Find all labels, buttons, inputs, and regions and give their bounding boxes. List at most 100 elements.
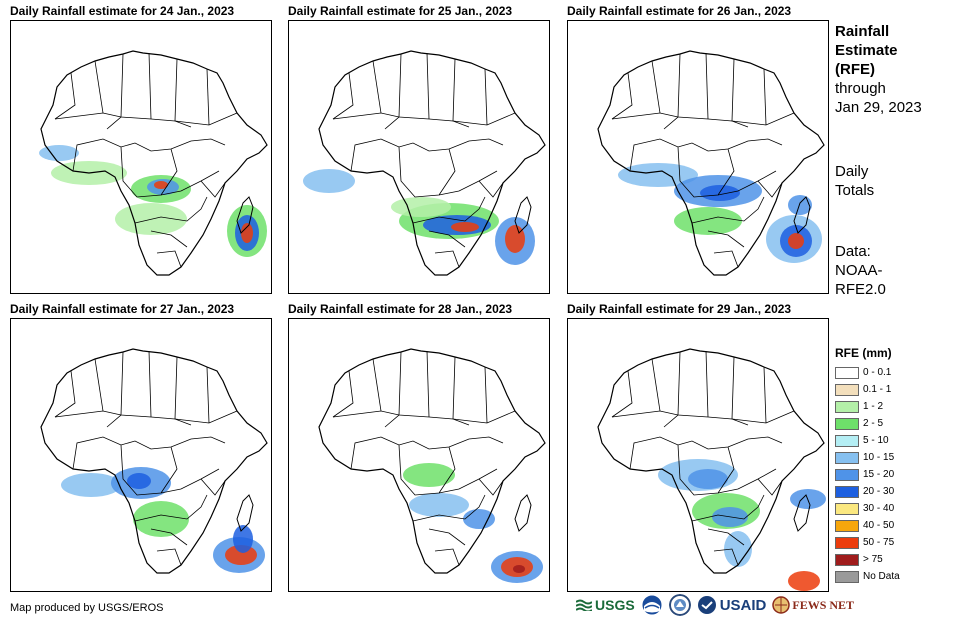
rainfall-area	[788, 195, 812, 215]
legend-label: 50 - 75	[863, 537, 895, 548]
country-border	[372, 60, 382, 114]
country-border	[717, 446, 735, 494]
legend-swatch	[835, 451, 859, 464]
legend-item: 50 - 75	[835, 534, 900, 551]
legend-label: 30 - 40	[863, 503, 895, 514]
map-panel-27: Daily Rainfall estimate for 27 Jan., 202…	[10, 302, 272, 592]
country-border	[106, 53, 124, 130]
country-border	[156, 250, 182, 268]
country-border	[651, 358, 661, 412]
country-border	[332, 410, 516, 424]
rainfall-area	[451, 222, 479, 232]
country-border	[731, 356, 749, 426]
country-border	[763, 366, 767, 424]
legend-label: 0 - 0.1	[863, 367, 892, 378]
doi-seal-icon	[668, 594, 691, 616]
usgs-waves-icon	[576, 599, 592, 611]
data-line: Data:	[835, 243, 871, 260]
totals-line: Totals	[835, 182, 875, 199]
rainfall-area	[724, 531, 752, 567]
country-border	[428, 528, 466, 546]
legend-label: No Data	[863, 571, 900, 582]
legend-swatch	[835, 519, 859, 532]
country-border	[54, 370, 76, 418]
map-credit: Map produced by USGS/EROS	[10, 602, 164, 614]
country-border	[94, 60, 104, 114]
rainfall-map	[288, 318, 550, 592]
country-border	[484, 68, 488, 126]
map-panel-25: Daily Rainfall estimate for 25 Jan., 202…	[288, 4, 550, 294]
rainfall-area	[700, 185, 740, 201]
legend-label: 10 - 15	[863, 452, 895, 463]
madagascar-outline	[793, 196, 811, 234]
rainfall-area	[61, 473, 121, 497]
country-border	[438, 446, 456, 494]
africa-coastline	[40, 50, 268, 276]
rainfall-area	[674, 207, 742, 235]
country-border	[611, 370, 633, 418]
madagascar-outline	[793, 494, 811, 532]
country-border	[478, 180, 504, 198]
totals-label: Daily Totals	[835, 162, 874, 200]
usgs-logo: USGS	[576, 597, 635, 613]
country-border	[398, 146, 498, 198]
country-border	[150, 528, 188, 546]
country-border	[717, 148, 735, 196]
rainfall-map	[288, 20, 550, 294]
legend-item: 20 - 30	[835, 483, 900, 500]
rainfall-area	[303, 169, 355, 193]
rainfall-area	[618, 163, 698, 187]
country-border	[434, 548, 460, 566]
africa-coastline	[597, 50, 825, 276]
country-border	[705, 52, 709, 120]
country-border	[438, 148, 456, 196]
panel-title: Daily Rainfall estimate for 25 Jan., 202…	[288, 4, 513, 18]
country-border	[663, 351, 681, 428]
panel-title: Daily Rainfall estimate for 26 Jan., 202…	[567, 4, 792, 18]
country-border	[663, 53, 681, 130]
legend-item: 0 - 0.1	[835, 364, 900, 381]
rainfall-map	[567, 20, 829, 294]
map-panel-24: Daily Rainfall estimate for 24 Jan., 202…	[10, 4, 272, 294]
country-border	[350, 436, 504, 470]
africa-coastline	[40, 348, 268, 574]
rainfall-area	[241, 223, 253, 243]
legend-label: 5 - 10	[863, 435, 889, 446]
legend-item: 5 - 10	[835, 432, 900, 449]
legend-label: 2 - 5	[863, 418, 884, 429]
country-border	[478, 478, 504, 496]
rfe-legend: RFE (mm) 0 - 0.1 0.1 - 1 1 - 2 2 - 5 5 - 10 1…	[835, 346, 900, 585]
legend-swatch	[835, 417, 859, 430]
country-border	[160, 446, 178, 494]
through-label: through	[835, 80, 886, 97]
panel-title: Daily Rainfall estimate for 27 Jan., 202…	[10, 302, 235, 316]
fews-logo-text: FEWS NET	[792, 597, 855, 612]
country-border	[713, 548, 739, 566]
country-border	[452, 58, 470, 128]
country-border	[94, 358, 104, 412]
madagascar-outline	[514, 196, 532, 234]
map-panel-29: Daily Rainfall estimate for 29 Jan., 202…	[567, 302, 829, 592]
country-border	[731, 58, 749, 128]
rainfall-area	[463, 509, 495, 529]
country-border	[206, 366, 210, 424]
country-border	[428, 230, 466, 248]
legend-swatch	[835, 366, 859, 379]
country-border	[332, 112, 516, 126]
rainfall-area	[409, 493, 469, 517]
legend-swatch	[835, 536, 859, 549]
legend-items: 0 - 0.1 0.1 - 1 1 - 2 2 - 5 5 - 10 10 - 15 15 …	[835, 364, 900, 585]
country-border	[707, 230, 745, 248]
country-border	[72, 436, 226, 470]
rainfall-area	[127, 473, 151, 489]
usaid-seal-icon	[697, 596, 716, 614]
legend-item: 40 - 50	[835, 517, 900, 534]
legend-label: 15 - 20	[863, 469, 895, 480]
title-line: Estimate	[835, 42, 898, 59]
country-border	[611, 112, 795, 126]
country-border	[200, 180, 226, 198]
legend-swatch	[835, 553, 859, 566]
legend-label: > 75	[863, 554, 883, 565]
rainfall-area	[788, 571, 820, 591]
africa-coastline	[597, 348, 825, 574]
